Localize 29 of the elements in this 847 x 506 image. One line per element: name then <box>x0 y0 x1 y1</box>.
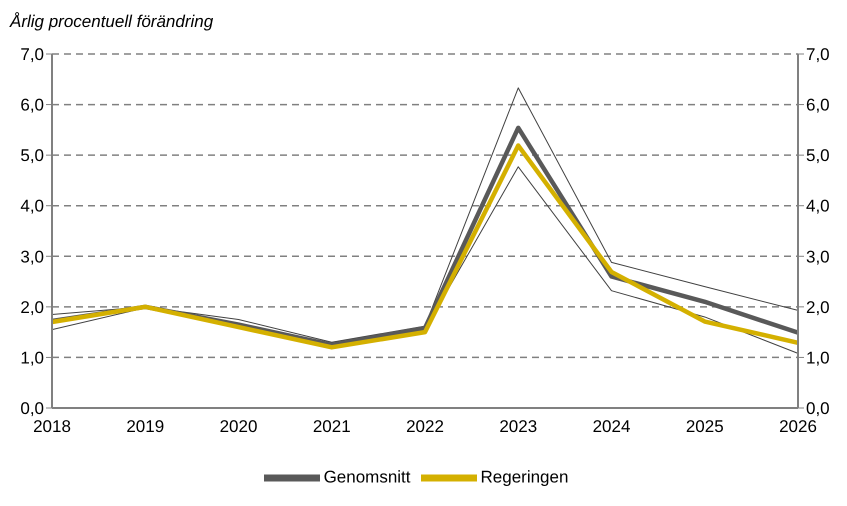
y-tick-label: 1,0 <box>20 348 44 368</box>
legend-label: Genomsnitt <box>324 467 411 486</box>
line-series <box>52 87 798 343</box>
y-tick-label: 6,0 <box>20 96 44 115</box>
chart-title: Årlig procentuell förändring <box>10 12 214 32</box>
x-tick-label: 2024 <box>592 417 630 436</box>
x-tick-label: 2023 <box>499 417 538 436</box>
y-tick-label: 5,0 <box>20 146 44 166</box>
x-tick-label: 2022 <box>406 417 444 436</box>
y-tick-label: 2,0 <box>20 298 44 317</box>
x-tick-label: 2025 <box>686 417 724 436</box>
x-tick-label: 2020 <box>220 417 258 436</box>
y2-tick-label: 5,0 <box>806 146 830 166</box>
y2-tick-label: 7,0 <box>806 45 830 64</box>
y-tick-label: 0,0 <box>20 399 44 418</box>
y2-tick-label: 3,0 <box>806 247 830 266</box>
x-tick-label: 2026 <box>779 417 817 436</box>
y-tick-label: 7,0 <box>20 45 44 64</box>
x-tick-label: 2019 <box>126 417 164 436</box>
y2-tick-label: 0,0 <box>806 399 830 418</box>
x-tick-label: 2018 <box>33 417 71 436</box>
y2-tick-label: 1,0 <box>806 348 830 368</box>
y2-tick-label: 6,0 <box>806 96 830 115</box>
y2-tick-label: 2,0 <box>806 298 830 317</box>
legend-label: Regeringen <box>480 467 568 486</box>
y-tick-label: 3,0 <box>20 247 44 266</box>
x-tick-label: 2021 <box>312 417 351 436</box>
y-tick-label: 4,0 <box>20 196 44 216</box>
y2-tick-label: 4,0 <box>806 196 830 216</box>
